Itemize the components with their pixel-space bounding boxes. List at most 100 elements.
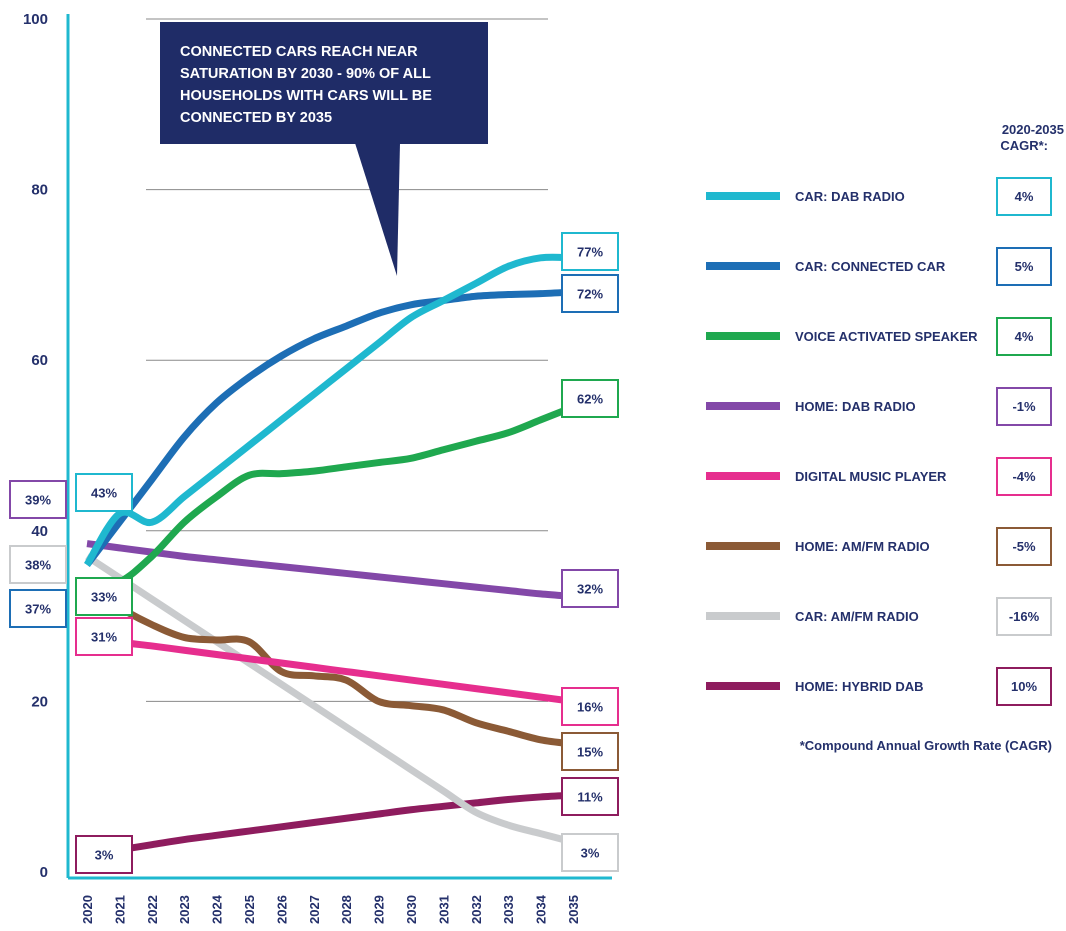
series-line (86, 403, 575, 590)
legend-label: DIGITAL MUSIC PLAYER (795, 469, 947, 484)
value-label-box (561, 777, 619, 816)
x-tick-label: 2023 (177, 895, 192, 924)
value-labels: 39% 38% 37% 43% 33% 31% 3% 77% 72% 62% 32% 16% 15% 11… (9, 232, 619, 874)
value-label-box (75, 835, 133, 874)
legend-label: HOME: HYBRID DAB (795, 679, 924, 694)
value-label: 11% (577, 790, 603, 805)
cagr-value: -1% (1012, 399, 1036, 414)
y-tick-label: 20 (31, 693, 48, 710)
callout-line: CONNECTED CARS REACH NEAR (180, 44, 418, 60)
legend-label: CAR: CONNECTED CAR (795, 259, 946, 274)
value-label: 43% (91, 486, 117, 501)
value-label: 32% (577, 582, 603, 597)
x-tick-label: 2032 (469, 895, 484, 924)
cagr-box (996, 177, 1052, 216)
value-label-box (561, 232, 619, 271)
legend-swatch (706, 612, 780, 620)
cagr-value: 4% (1015, 189, 1034, 204)
callout-background (160, 22, 488, 144)
cagr-box (996, 387, 1052, 426)
callout-pointer (355, 143, 400, 276)
cagr-box (996, 597, 1052, 636)
value-label-box (561, 833, 619, 872)
legend-label: HOME: AM/FM RADIO (795, 539, 930, 554)
value-label: 16% (577, 700, 603, 715)
cagr-value: -5% (1012, 539, 1036, 554)
x-tick-label: 2020 (80, 895, 95, 924)
x-tick-label: 2021 (112, 895, 127, 924)
cagr-header-line: 2020-2035 (1002, 122, 1064, 137)
value-label-box (561, 274, 619, 313)
value-label: 39% (25, 493, 51, 508)
legend-swatch (706, 402, 780, 410)
legend-swatch (706, 472, 780, 480)
series-line (86, 629, 574, 705)
callout-line: SATURATION BY 2030 - 90% OF ALL (180, 66, 431, 82)
cagr-value: 10% (1011, 679, 1037, 694)
value-label: 31% (91, 630, 117, 645)
legend-items: CAR: DAB RADIO 4% CAR: CONNECTED CAR 5% VOIC… (706, 177, 1052, 706)
y-tick-label: 40 (31, 523, 48, 540)
series-line (86, 540, 574, 600)
gridlines (146, 18, 548, 702)
cagr-value: -16% (1009, 609, 1040, 624)
x-tick-label: 2028 (339, 895, 354, 924)
x-tick-label: 2024 (210, 894, 225, 924)
y-tick-label: 100 (23, 11, 48, 28)
legend-label: VOICE ACTIVATED SPEAKER (795, 329, 978, 344)
value-label: 15% (577, 745, 603, 760)
series-line (86, 791, 574, 859)
cagr-value: -4% (1012, 469, 1036, 484)
value-label-box (561, 379, 619, 418)
legend-swatch (706, 192, 780, 200)
x-tick-label: 2034 (534, 894, 549, 924)
cagr-value: 5% (1015, 259, 1034, 274)
value-label-box (75, 577, 133, 616)
x-tick-label: 2025 (242, 895, 257, 924)
x-tick-label: 2027 (307, 895, 322, 924)
callout-line: CONNECTED BY 2035 (180, 110, 332, 126)
x-tick-label: 2033 (501, 895, 516, 924)
x-tick-label: 2035 (566, 895, 581, 924)
value-label-box (9, 589, 67, 628)
cagr-box (996, 317, 1052, 356)
legend-swatch (706, 332, 780, 340)
x-tick-label: 2031 (436, 895, 451, 924)
y-tick-labels: 0 20 40 60 80 100 (23, 11, 48, 881)
value-label-box (9, 480, 67, 519)
cagr-box (996, 247, 1052, 286)
series-lines (83, 253, 575, 859)
callout-box: CONNECTED CARS REACH NEAR SATURATION BY … (160, 22, 488, 276)
cagr-value: 4% (1015, 329, 1034, 344)
series-line (84, 288, 574, 568)
value-label: 77% (577, 245, 603, 260)
value-label: 3% (581, 846, 600, 861)
value-label-box (561, 569, 619, 608)
x-tick-label: 2022 (145, 895, 160, 924)
y-tick-label: 80 (31, 182, 48, 199)
footnote: *Compound Annual Growth Rate (CAGR) (800, 738, 1052, 753)
legend-swatch (706, 542, 780, 550)
cagr-box (996, 667, 1052, 706)
legend-label: CAR: DAB RADIO (795, 189, 905, 204)
cagr-header-line: CAGR*: (1000, 138, 1048, 153)
axes (66, 14, 612, 880)
series-line (85, 583, 574, 748)
legend-label: HOME: DAB RADIO (795, 399, 916, 414)
value-label: 72% (577, 287, 603, 302)
y-tick-label: 0 (40, 864, 48, 881)
value-label: 38% (25, 558, 51, 573)
value-label: 62% (577, 392, 603, 407)
legend-label: CAR: AM/FM RADIO (795, 609, 919, 624)
value-label-box (561, 687, 619, 726)
x-tick-label: 2029 (372, 895, 387, 924)
series-line (83, 253, 574, 567)
legend: 2020-2035 CAGR*: CAR: DAB RADIO 4% CAR: CO… (706, 122, 1064, 753)
x-tick-label: 2026 (274, 895, 289, 924)
value-label-box (75, 473, 133, 512)
x-tick-label: 2030 (404, 895, 419, 924)
value-label: 37% (25, 602, 51, 617)
value-label-box (9, 545, 67, 584)
y-tick-label: 60 (31, 352, 48, 369)
